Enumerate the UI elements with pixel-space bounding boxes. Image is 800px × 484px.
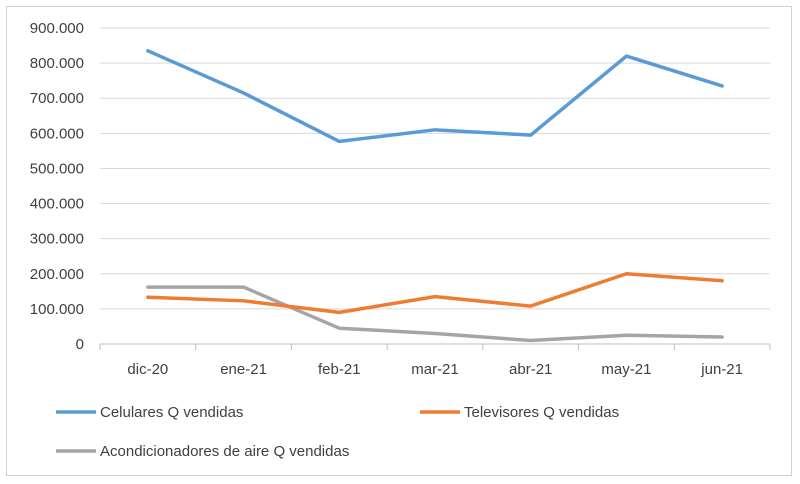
y-tick-label: 200.000: [30, 266, 84, 283]
x-tick-label: abr-21: [509, 361, 552, 378]
legend: Celulares Q vendidas Televisores Q vendid…: [56, 404, 619, 460]
legend-label: Televisores Q vendidas: [464, 404, 619, 421]
y-tick-label: 0: [76, 336, 84, 353]
y-tick-label: 600.000: [30, 125, 84, 142]
y-axis-ticks: 0 100.000 200.000 300.000 400.000 500.000 600.…: [30, 20, 84, 353]
y-tick-label: 500.000: [30, 160, 84, 177]
chart-frame: [6, 6, 792, 476]
x-tick-label: dic-20: [127, 361, 168, 378]
x-tick-label: jun-21: [700, 361, 743, 378]
y-tick-label: 800.000: [30, 55, 84, 72]
y-tick-label: 300.000: [30, 231, 84, 248]
series-line-0: [146, 49, 724, 144]
y-tick-label: 700.000: [30, 90, 84, 107]
legend-label: Celulares Q vendidas: [100, 404, 243, 421]
x-axis-ticks: dic-20 ene-21 feb-21 mar-21 abr-21 may-21 jun-…: [99, 344, 771, 378]
series-line-1: [146, 272, 724, 315]
x-tick-label: ene-21: [220, 361, 267, 378]
gridlines: [100, 27, 770, 345]
series-line-2: [146, 285, 724, 343]
y-tick-label: 900.000: [30, 20, 84, 37]
y-tick-label: 400.000: [30, 196, 84, 213]
x-tick-label: may-21: [601, 361, 651, 378]
legend-label: Acondicionadores de aire Q vendidas: [100, 443, 349, 460]
series-lines: [146, 49, 724, 343]
x-tick-label: feb-21: [318, 361, 361, 378]
x-tick-label: mar-21: [411, 361, 459, 378]
y-tick-label: 100.000: [30, 301, 84, 318]
